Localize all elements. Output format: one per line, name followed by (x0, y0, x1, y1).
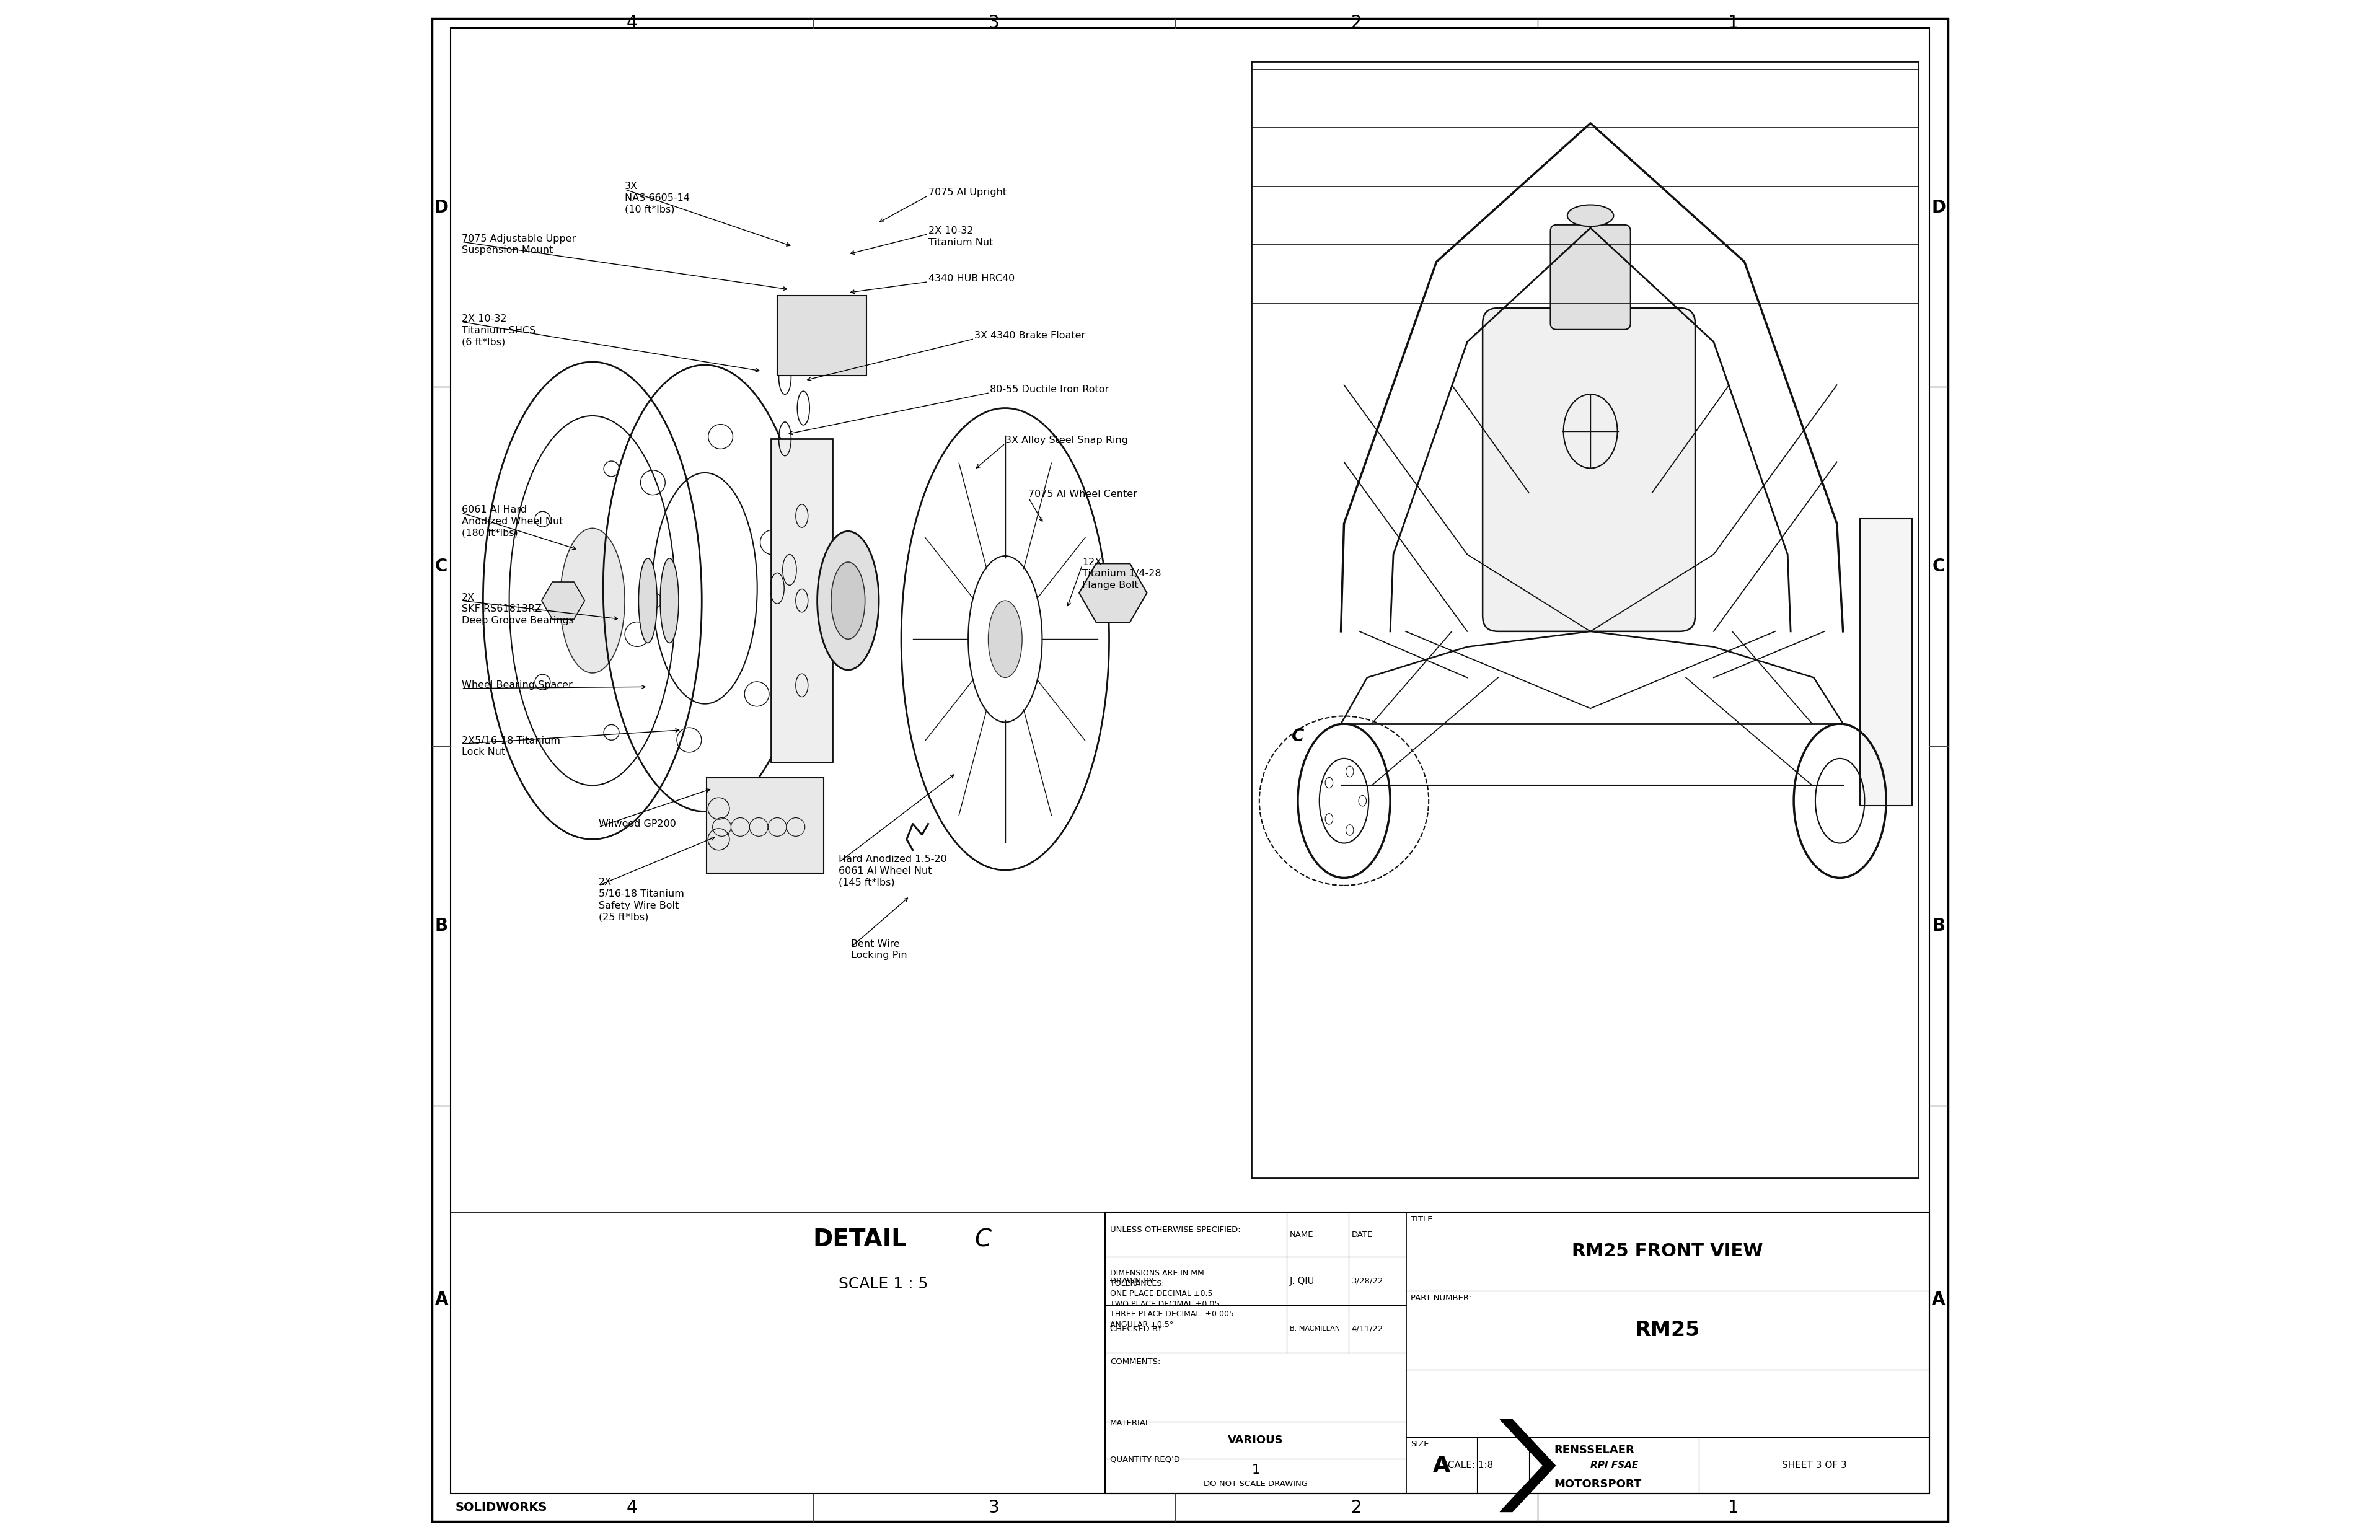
Text: C: C (436, 557, 447, 574)
Text: RPI FSAE: RPI FSAE (1590, 1461, 1637, 1471)
Text: CHECKED BY: CHECKED BY (1109, 1324, 1161, 1334)
FancyBboxPatch shape (778, 296, 866, 376)
Text: 4340 HUB HRC40: 4340 HUB HRC40 (928, 274, 1014, 283)
Text: 4: 4 (626, 14, 638, 32)
FancyBboxPatch shape (1549, 225, 1630, 330)
Text: SCALE 1 : 5: SCALE 1 : 5 (838, 1277, 928, 1292)
Text: 7075 Adjustable Upper
Suspension Mount: 7075 Adjustable Upper Suspension Mount (462, 234, 576, 256)
Ellipse shape (638, 559, 657, 644)
Text: MOTORSPORT: MOTORSPORT (1554, 1478, 1642, 1489)
Text: 3: 3 (988, 1498, 1000, 1517)
Polygon shape (1499, 1420, 1557, 1512)
Text: 3/28/22: 3/28/22 (1352, 1277, 1383, 1284)
Text: 2X
SKF RS61813RZ
Deep Groove Bearings: 2X SKF RS61813RZ Deep Groove Bearings (462, 593, 574, 625)
Text: 1: 1 (1728, 14, 1740, 32)
Text: A: A (436, 1291, 447, 1307)
Text: RENSSELAER: RENSSELAER (1554, 1445, 1635, 1455)
Text: MATERIAL: MATERIAL (1109, 1418, 1150, 1428)
Text: 2: 2 (1352, 1498, 1361, 1517)
Text: 3X 4340 Brake Floater: 3X 4340 Brake Floater (973, 331, 1085, 340)
FancyBboxPatch shape (1483, 308, 1695, 631)
Text: 2: 2 (1352, 14, 1361, 32)
Bar (1252, 62, 1918, 1178)
Text: 1: 1 (1252, 1465, 1259, 1477)
FancyBboxPatch shape (1861, 519, 1914, 805)
Text: A: A (1433, 1455, 1449, 1477)
FancyBboxPatch shape (771, 439, 833, 762)
Text: TITLE:: TITLE: (1411, 1215, 1435, 1223)
Text: NAME: NAME (1290, 1230, 1314, 1238)
Ellipse shape (831, 562, 864, 639)
Text: QUANTITY REQ'D: QUANTITY REQ'D (1109, 1455, 1180, 1463)
Text: 2X5/16-18 Titanium
Lock Nut: 2X5/16-18 Titanium Lock Nut (462, 736, 559, 758)
Text: J. QIU: J. QIU (1290, 1277, 1314, 1286)
Text: C: C (1933, 557, 1944, 574)
Text: DIMENSIONS ARE IN MM
TOLERANCES:
ONE PLACE DECIMAL ±0.5
TWO PLACE DECIMAL ±0.05
: DIMENSIONS ARE IN MM TOLERANCES: ONE PLA… (1109, 1269, 1233, 1329)
Text: D: D (1933, 199, 1947, 216)
Text: 1: 1 (1728, 1498, 1740, 1517)
Text: A: A (1933, 1291, 1944, 1307)
Text: VARIOUS: VARIOUS (1228, 1435, 1283, 1446)
Text: 3X
NAS 6605-14
(10 ft*lbs): 3X NAS 6605-14 (10 ft*lbs) (626, 182, 690, 214)
Text: SOLIDWORKS: SOLIDWORKS (455, 1501, 547, 1514)
Text: DATE: DATE (1352, 1230, 1373, 1238)
FancyBboxPatch shape (707, 778, 823, 873)
Text: DO NOT SCALE DRAWING: DO NOT SCALE DRAWING (1204, 1480, 1307, 1488)
Text: 7075 Al Wheel Center: 7075 Al Wheel Center (1028, 490, 1138, 499)
Ellipse shape (559, 528, 626, 673)
Bar (1104, 1212, 1930, 1494)
Text: Wheel Bearing Spacer: Wheel Bearing Spacer (462, 681, 571, 690)
Text: C: C (973, 1227, 990, 1252)
Text: Bent Wire
Locking Pin: Bent Wire Locking Pin (852, 939, 907, 961)
Text: C: C (1292, 727, 1304, 745)
Text: 3X Alloy Steel Snap Ring: 3X Alloy Steel Snap Ring (1004, 436, 1128, 445)
Text: PART NUMBER:: PART NUMBER: (1411, 1294, 1471, 1301)
Text: Hard Anodized 1.5-20
6061 Al Wheel Nut
(145 ft*lbs): Hard Anodized 1.5-20 6061 Al Wheel Nut (… (838, 855, 947, 887)
Ellipse shape (1568, 205, 1614, 226)
Text: 2X
5/16-18 Titanium
Safety Wire Bolt
(25 ft*lbs): 2X 5/16-18 Titanium Safety Wire Bolt (25… (600, 878, 683, 921)
Text: DETAIL: DETAIL (812, 1227, 907, 1252)
Text: 4/11/22: 4/11/22 (1352, 1324, 1383, 1334)
Text: 3: 3 (988, 14, 1000, 32)
Text: 7075 Al Upright: 7075 Al Upright (928, 188, 1007, 197)
Text: 2X 10-32
Titanium Nut: 2X 10-32 Titanium Nut (928, 226, 992, 248)
Text: RM25: RM25 (1635, 1320, 1699, 1340)
Text: 12X
Titanium 1/4-28
Flange Bolt: 12X Titanium 1/4-28 Flange Bolt (1083, 557, 1161, 590)
Text: SHEET 3 OF 3: SHEET 3 OF 3 (1783, 1461, 1847, 1471)
Text: 80-55 Ductile Iron Rotor: 80-55 Ductile Iron Rotor (990, 385, 1109, 394)
Text: RM25 FRONT VIEW: RM25 FRONT VIEW (1573, 1243, 1764, 1260)
Text: SCALE: 1:8: SCALE: 1:8 (1442, 1461, 1492, 1471)
Text: B. MACMILLAN: B. MACMILLAN (1290, 1326, 1340, 1332)
Text: 2X 10-32
Titanium SHCS
(6 ft*lbs): 2X 10-32 Titanium SHCS (6 ft*lbs) (462, 314, 536, 346)
Ellipse shape (816, 531, 878, 670)
Text: DRAWN BY: DRAWN BY (1109, 1277, 1154, 1284)
Text: B: B (436, 916, 447, 935)
Text: 6061 Al Hard
Anodized Wheel Nut
(180 ft*lbs): 6061 Al Hard Anodized Wheel Nut (180 ft*… (462, 505, 562, 537)
Text: B: B (1933, 916, 1944, 935)
Ellipse shape (659, 559, 678, 644)
Text: 4: 4 (626, 1498, 638, 1517)
Text: COMMENTS:: COMMENTS: (1109, 1358, 1161, 1366)
Text: D: D (433, 199, 447, 216)
Ellipse shape (988, 601, 1021, 678)
Text: SIZE: SIZE (1411, 1440, 1428, 1449)
Text: UNLESS OTHERWISE SPECIFIED:: UNLESS OTHERWISE SPECIFIED: (1109, 1226, 1240, 1234)
Text: Wilwood GP200: Wilwood GP200 (600, 819, 676, 829)
